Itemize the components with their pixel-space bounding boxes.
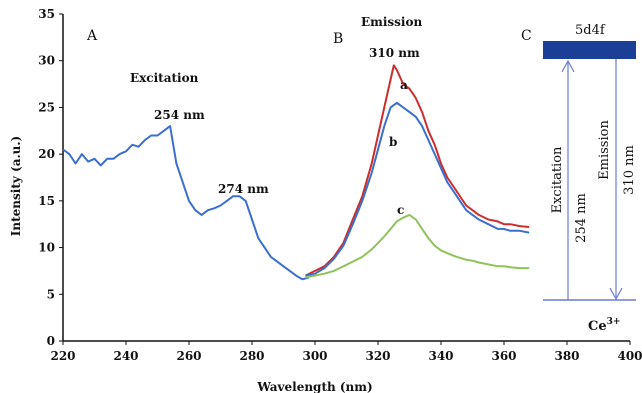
panel-label-a: A	[86, 28, 98, 44]
x-tick-label: 300	[302, 349, 327, 363]
peak-274-label: 274 nm	[218, 182, 269, 196]
series-line-2	[305, 101, 530, 277]
ground-state-symbol: Ce	[588, 319, 607, 334]
excitation-arrowhead	[561, 59, 575, 73]
y-tick-label: 0	[47, 334, 55, 348]
emission-label: Emission	[597, 120, 612, 180]
x-axis-label: Wavelength (nm)	[256, 380, 372, 393]
x-tick-label: 320	[365, 349, 390, 363]
x-tick-label: 340	[428, 349, 453, 363]
y-tick-label: 10	[38, 241, 55, 255]
x-axis-ticks: 220 240 260 280 300 320 340 360 380 400	[50, 341, 642, 363]
y-axis-label: Intensity (a.u.)	[9, 136, 23, 236]
x-tick-label: 260	[176, 349, 201, 363]
y-tick-label: 15	[38, 194, 55, 208]
peak-310-label: 310 nm	[369, 46, 420, 60]
excited-level-bar	[543, 41, 636, 59]
x-tick-label: 400	[617, 349, 642, 363]
x-tick-label: 220	[50, 349, 75, 363]
x-tick-label: 380	[554, 349, 579, 363]
y-axis-ticks: 0 5 10 15 20 25 30 35	[38, 7, 63, 348]
x-tick-label: 360	[491, 349, 516, 363]
emission-title: Emission	[361, 15, 422, 29]
y-tick-label: 35	[38, 7, 55, 21]
excitation-wavelength: 254 nm	[574, 193, 589, 243]
emission-arrowhead	[609, 287, 623, 301]
series-label-c: c	[397, 203, 404, 217]
series-line-3	[305, 213, 530, 279]
ground-state-label: Ce3+	[588, 317, 620, 334]
excitation-title: Excitation	[130, 71, 199, 85]
excited-level-label: 5d4f	[575, 23, 606, 38]
energy-diagram: 5d4f Excitation 254 nm Emission 310 nm C…	[543, 23, 637, 334]
panel-label-b: B	[333, 31, 343, 47]
y-tick-label: 25	[38, 100, 55, 114]
y-tick-label: 20	[38, 147, 55, 161]
series-layer	[62, 64, 530, 281]
y-tick-label: 5	[47, 287, 55, 301]
series-line-1	[305, 64, 530, 277]
x-tick-label: 280	[239, 349, 264, 363]
ground-state-charge: 3+	[607, 317, 621, 327]
series-label-a: a	[400, 78, 408, 92]
series-label-b: b	[389, 135, 397, 149]
x-tick-label: 240	[113, 349, 138, 363]
emission-wavelength: 310 nm	[622, 145, 637, 195]
series-line-0	[62, 125, 309, 281]
peak-254-label: 254 nm	[154, 108, 205, 122]
y-tick-label: 30	[38, 54, 55, 68]
excitation-label: Excitation	[550, 146, 565, 213]
panel-label-c: C	[521, 28, 532, 44]
